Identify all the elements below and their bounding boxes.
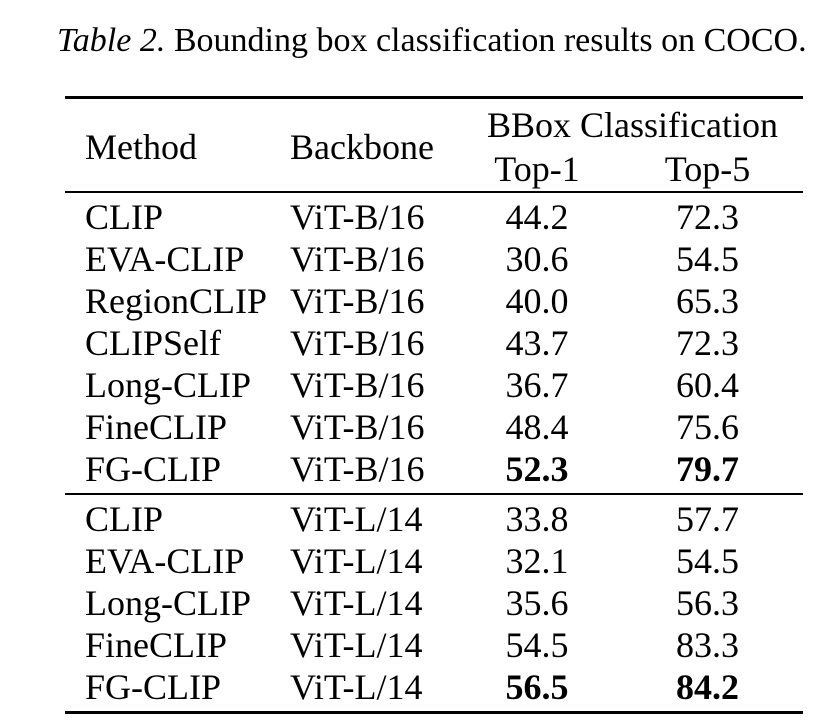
cell-method: RegionCLIP	[85, 281, 268, 321]
cell-top5: 54.5	[676, 541, 739, 581]
cell-backbone: ViT-B/16	[290, 281, 425, 321]
table-caption: Table 2. Bounding box classification res…	[57, 20, 817, 62]
cell-top5: 79.7	[676, 449, 739, 489]
cell-top1: 40.0	[505, 281, 569, 321]
cell-backbone: ViT-B/16	[290, 449, 425, 489]
cell-top5: 57.7	[676, 499, 739, 539]
table-row: CLIPSelf ViT-B/16 43.7 72.3	[65, 322, 803, 364]
cell-top1: 43.7	[505, 323, 569, 363]
cell-backbone: ViT-B/16	[290, 239, 425, 279]
table-row: EVA-CLIP ViT-B/16 30.6 54.5	[65, 238, 803, 280]
cell-top1: 36.7	[505, 365, 569, 405]
cell-backbone: ViT-B/16	[290, 197, 425, 237]
cell-method: EVA-CLIP	[85, 239, 245, 279]
cell-top5: 65.3	[676, 281, 739, 321]
table-row: EVA-CLIP ViT-L/14 32.1 54.5	[65, 540, 803, 582]
cell-backbone: ViT-L/14	[290, 499, 423, 539]
cell-backbone: ViT-L/14	[290, 625, 423, 665]
cell-top1: 32.1	[505, 541, 569, 581]
table-header: Method Backbone BBox Classification Top-…	[65, 98, 803, 192]
cell-top5: 56.3	[676, 583, 739, 623]
table-row: FineCLIP ViT-L/14 54.5 83.3	[65, 624, 803, 666]
header-row-group: Method Backbone BBox Classification	[65, 98, 803, 167]
cell-backbone: ViT-L/14	[290, 667, 423, 707]
col-header-top5: Top-5	[664, 149, 751, 189]
cell-method: EVA-CLIP	[85, 541, 245, 581]
cell-method: Long-CLIP	[85, 365, 251, 405]
cell-top5: 72.3	[676, 323, 739, 363]
table-caption-label: Table 2.	[57, 22, 166, 59]
cell-top1: 30.6	[505, 239, 569, 279]
cell-top5: 60.4	[676, 365, 739, 405]
cell-top5: 83.3	[676, 625, 739, 665]
table-row: FG-CLIP ViT-L/14 56.5 84.2	[65, 666, 803, 713]
col-header-top1: Top-1	[494, 149, 580, 189]
cell-method: Long-CLIP	[85, 583, 251, 623]
table-row: RegionCLIP ViT-B/16 40.0 65.3	[65, 280, 803, 322]
cell-top1: 52.3	[505, 449, 569, 489]
cell-top1: 35.6	[505, 583, 569, 623]
table-section-vitb16: CLIP ViT-B/16 44.2 72.3 EVA-CLIP ViT-B/16 30.6…	[65, 192, 803, 494]
cell-top1: 56.5	[505, 667, 569, 707]
cell-backbone: ViT-B/16	[290, 323, 425, 363]
col-header-backbone: Backbone	[290, 127, 434, 167]
cell-method: FG-CLIP	[85, 667, 222, 707]
table-row: Long-CLIP ViT-L/14 35.6 56.3	[65, 582, 803, 624]
cell-method: CLIP	[85, 499, 164, 539]
cell-top1: 33.8	[505, 499, 569, 539]
cell-backbone: ViT-L/14	[290, 541, 423, 581]
table-row: CLIP ViT-L/14 33.8 57.7	[65, 494, 803, 540]
col-header-method: Method	[85, 127, 197, 167]
cell-method: FineCLIP	[85, 625, 228, 665]
table-caption-text: Bounding box classification results on C…	[173, 22, 807, 59]
table-section-vitl14: CLIP ViT-L/14 33.8 57.7 EVA-CLIP ViT-L/14 32.1…	[65, 494, 803, 713]
cell-top1: 44.2	[505, 197, 569, 237]
table-row: FineCLIP ViT-B/16 48.4 75.6	[65, 406, 803, 448]
cell-top5: 54.5	[676, 239, 739, 279]
table-row: CLIP ViT-B/16 44.2 72.3	[65, 192, 803, 238]
col-header-bbox-classification: BBox Classification	[487, 105, 778, 145]
cell-backbone: ViT-B/16	[290, 407, 425, 447]
cell-top5: 72.3	[676, 197, 739, 237]
cell-backbone: ViT-B/16	[290, 365, 425, 405]
table-row: Long-CLIP ViT-B/16 36.7 60.4	[65, 364, 803, 406]
cell-top1: 54.5	[505, 625, 569, 665]
cell-backbone: ViT-L/14	[290, 583, 423, 623]
cell-top5: 75.6	[676, 407, 739, 447]
cell-top1: 48.4	[505, 407, 569, 447]
cell-method: CLIPSelf	[85, 323, 222, 363]
header-row-sub: Top-1 Top-5	[65, 147, 803, 192]
cell-method: FG-CLIP	[85, 449, 222, 489]
cell-method: CLIP	[85, 197, 164, 237]
cell-top5: 84.2	[676, 667, 739, 707]
cell-method: FineCLIP	[85, 407, 228, 447]
table-row: FG-CLIP ViT-B/16 52.3 79.7	[65, 448, 803, 494]
results-table: Method Backbone BBox Classification Top-…	[65, 96, 803, 714]
